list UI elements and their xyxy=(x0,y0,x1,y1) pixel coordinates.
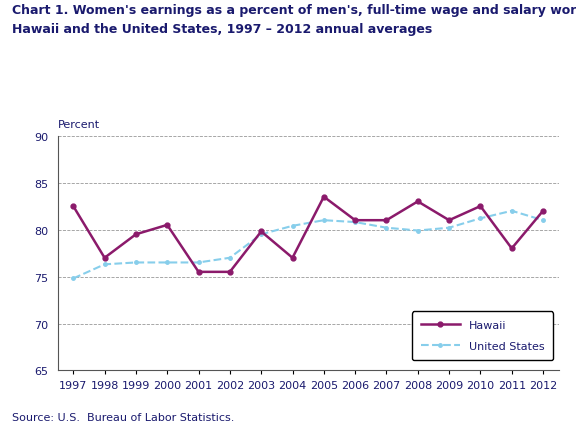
Hawaii xyxy=(352,218,359,223)
Hawaii xyxy=(508,246,515,251)
Hawaii xyxy=(446,218,453,223)
Text: Source: U.S.  Bureau of Labor Statistics.: Source: U.S. Bureau of Labor Statistics. xyxy=(12,412,234,422)
United States xyxy=(477,216,484,222)
Hawaii xyxy=(195,270,202,275)
Hawaii xyxy=(414,199,421,204)
United States xyxy=(289,224,296,229)
Hawaii xyxy=(383,218,390,223)
Hawaii xyxy=(289,256,296,261)
United States xyxy=(383,226,390,231)
Text: Percent: Percent xyxy=(58,120,100,130)
Text: Hawaii and the United States, 1997 – 2012 annual averages: Hawaii and the United States, 1997 – 201… xyxy=(12,23,432,36)
Hawaii xyxy=(257,229,264,234)
Hawaii xyxy=(101,256,108,261)
Line: Hawaii: Hawaii xyxy=(71,195,545,275)
United States xyxy=(70,276,77,281)
United States xyxy=(132,260,139,265)
United States xyxy=(540,218,547,223)
United States xyxy=(352,220,359,225)
United States xyxy=(414,228,421,233)
Text: Chart 1. Women's earnings as a percent of men's, full-time wage and salary worke: Chart 1. Women's earnings as a percent o… xyxy=(12,4,576,17)
Hawaii xyxy=(477,204,484,209)
Legend: Hawaii, United States: Hawaii, United States xyxy=(412,311,553,360)
United States xyxy=(226,256,233,261)
Line: United States: United States xyxy=(71,210,545,280)
United States xyxy=(195,260,202,265)
United States xyxy=(446,226,453,231)
Hawaii xyxy=(164,223,170,228)
United States xyxy=(101,262,108,267)
United States xyxy=(320,218,327,223)
United States xyxy=(164,260,170,265)
Hawaii xyxy=(132,232,139,237)
Hawaii xyxy=(320,195,327,200)
United States xyxy=(257,232,264,237)
Hawaii xyxy=(226,270,233,275)
Hawaii xyxy=(70,204,77,209)
United States xyxy=(508,209,515,214)
Hawaii xyxy=(540,209,547,214)
